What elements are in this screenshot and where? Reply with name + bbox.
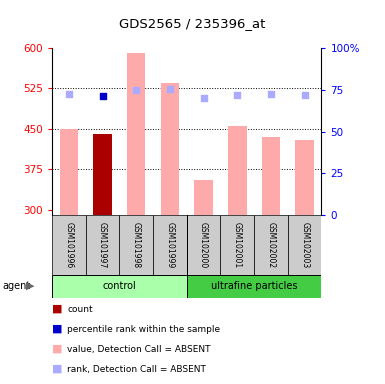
Text: GDS2565 / 235396_at: GDS2565 / 235396_at	[119, 17, 266, 30]
Bar	[153, 215, 187, 275]
Point	[66, 91, 72, 97]
Text: agent: agent	[2, 281, 30, 291]
Point	[167, 86, 173, 93]
Text: rank, Detection Call = ABSENT: rank, Detection Call = ABSENT	[67, 364, 206, 374]
Bar	[187, 275, 338, 298]
Bar	[93, 134, 112, 215]
Bar	[254, 215, 288, 275]
Bar	[52, 215, 85, 275]
Bar	[161, 83, 179, 215]
Text: GSM101996: GSM101996	[64, 222, 73, 268]
Point	[268, 91, 274, 98]
Bar	[52, 275, 187, 298]
Point	[234, 92, 240, 98]
Bar	[288, 215, 321, 275]
Text: percentile rank within the sample: percentile rank within the sample	[67, 324, 221, 334]
Point	[133, 87, 139, 93]
Point	[201, 95, 207, 101]
Text: ■: ■	[52, 324, 62, 334]
Text: value, Detection Call = ABSENT: value, Detection Call = ABSENT	[67, 344, 211, 354]
Bar	[85, 215, 119, 275]
Bar	[119, 215, 153, 275]
Bar	[60, 129, 78, 215]
Text: GSM102003: GSM102003	[300, 222, 309, 268]
Bar	[187, 215, 220, 275]
Text: ■: ■	[52, 304, 62, 314]
Bar	[228, 126, 246, 215]
Text: GSM101999: GSM101999	[166, 222, 174, 268]
Text: GSM102002: GSM102002	[266, 222, 275, 268]
Bar	[262, 137, 280, 215]
Text: count: count	[67, 305, 93, 314]
Text: control: control	[102, 281, 136, 291]
Text: GSM101998: GSM101998	[132, 222, 141, 268]
Bar	[220, 215, 254, 275]
Text: GSM101997: GSM101997	[98, 222, 107, 268]
Bar	[295, 140, 314, 215]
Bar	[194, 180, 213, 215]
Text: ■: ■	[52, 344, 62, 354]
Text: GSM102001: GSM102001	[233, 222, 242, 268]
Point	[301, 92, 308, 98]
Text: ▶: ▶	[26, 281, 35, 291]
Point	[99, 93, 105, 99]
Text: ■: ■	[52, 364, 62, 374]
Text: GSM102000: GSM102000	[199, 222, 208, 268]
Text: ultrafine particles: ultrafine particles	[211, 281, 297, 291]
Bar	[127, 53, 146, 215]
